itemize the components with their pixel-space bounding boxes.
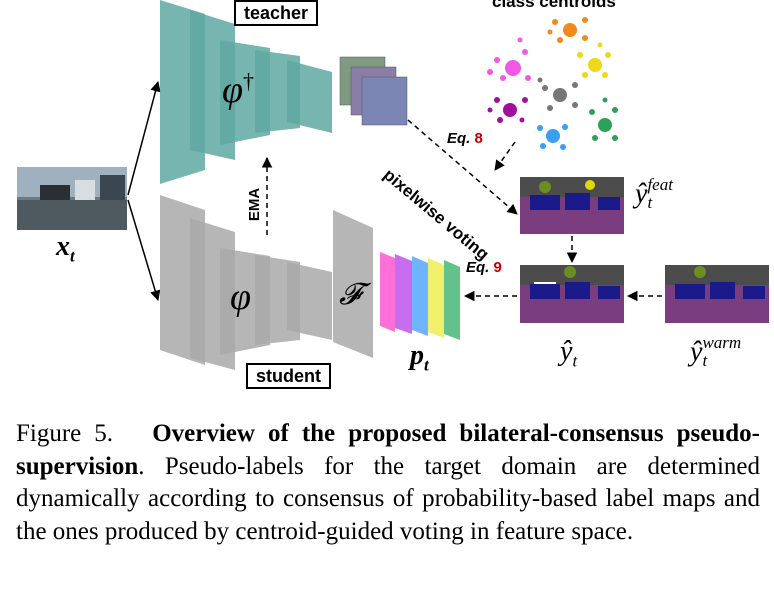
p-t-label: pt xyxy=(410,340,429,376)
class-centroids-label: class centroids xyxy=(492,0,616,11)
class-centroid-clusters xyxy=(487,17,618,150)
phi-teacher-symbol: φ† xyxy=(222,68,254,112)
eq8-arrow xyxy=(494,141,516,171)
y-feat-sub: t xyxy=(647,193,653,212)
y-hat-main: ŷ xyxy=(560,336,573,367)
phi-teacher: φ xyxy=(222,69,244,111)
teacher-label: teacher xyxy=(234,0,319,26)
x-t-main: x xyxy=(56,231,70,262)
teacher-network xyxy=(160,0,332,184)
label-map-feat xyxy=(520,177,624,234)
y-warm-label: ŷ warm t xyxy=(690,333,742,372)
teacher-feature-maps xyxy=(339,56,408,126)
label-map-yhat xyxy=(520,265,624,323)
phi-student-symbol: φ xyxy=(230,276,252,318)
p-t-main: p xyxy=(410,340,424,371)
caption-body: . Pseudo-labels for the target domain ar… xyxy=(16,452,760,545)
eq8-prefix: Eq. xyxy=(447,130,471,147)
y-hat-sub: t xyxy=(572,351,578,371)
caption-figure-number: Figure 5. xyxy=(16,420,114,447)
F-symbol: 𝓕 xyxy=(339,278,362,311)
label-map-warm xyxy=(665,265,769,323)
diagram-canvas xyxy=(17,0,769,370)
probability-maps xyxy=(380,252,460,340)
eq9-label: Eq. 9 xyxy=(466,259,502,276)
eq8-label: Eq. 8 xyxy=(447,130,483,147)
y-feat-label: ŷ feat t xyxy=(635,175,673,214)
arrow-to-student xyxy=(127,199,161,302)
figure-diagram: teacher student class centroids EMA pixe… xyxy=(17,0,769,389)
student-label: student xyxy=(246,363,331,389)
y-hat-label: ŷt xyxy=(560,336,577,372)
eq9-prefix: Eq. xyxy=(466,259,490,276)
y-warm-main: ŷ xyxy=(690,336,703,368)
figure-caption: Figure 5. Overview of the proposed bilat… xyxy=(16,418,760,548)
pixelwise-voting-arrow xyxy=(407,119,518,215)
ema-label: EMA xyxy=(246,187,264,222)
y-feat-main: ŷ xyxy=(635,178,648,210)
student-network xyxy=(160,195,373,370)
eq8-number: 8 xyxy=(474,130,483,147)
y-feat-sup: feat xyxy=(647,175,673,194)
x-t-label: xt xyxy=(56,231,75,267)
input-image xyxy=(17,167,127,230)
y-warm-sub: t xyxy=(702,351,708,370)
x-t-sub: t xyxy=(70,246,75,266)
caption-title: Overview of the proposed bilateral-conse… xyxy=(16,420,760,480)
phi-teacher-dagger: † xyxy=(243,68,255,94)
arrow-to-teacher xyxy=(127,80,161,196)
y-warm-sup: warm xyxy=(702,333,742,352)
eq9-number: 9 xyxy=(493,259,502,276)
p-t-sub: t xyxy=(424,355,429,375)
